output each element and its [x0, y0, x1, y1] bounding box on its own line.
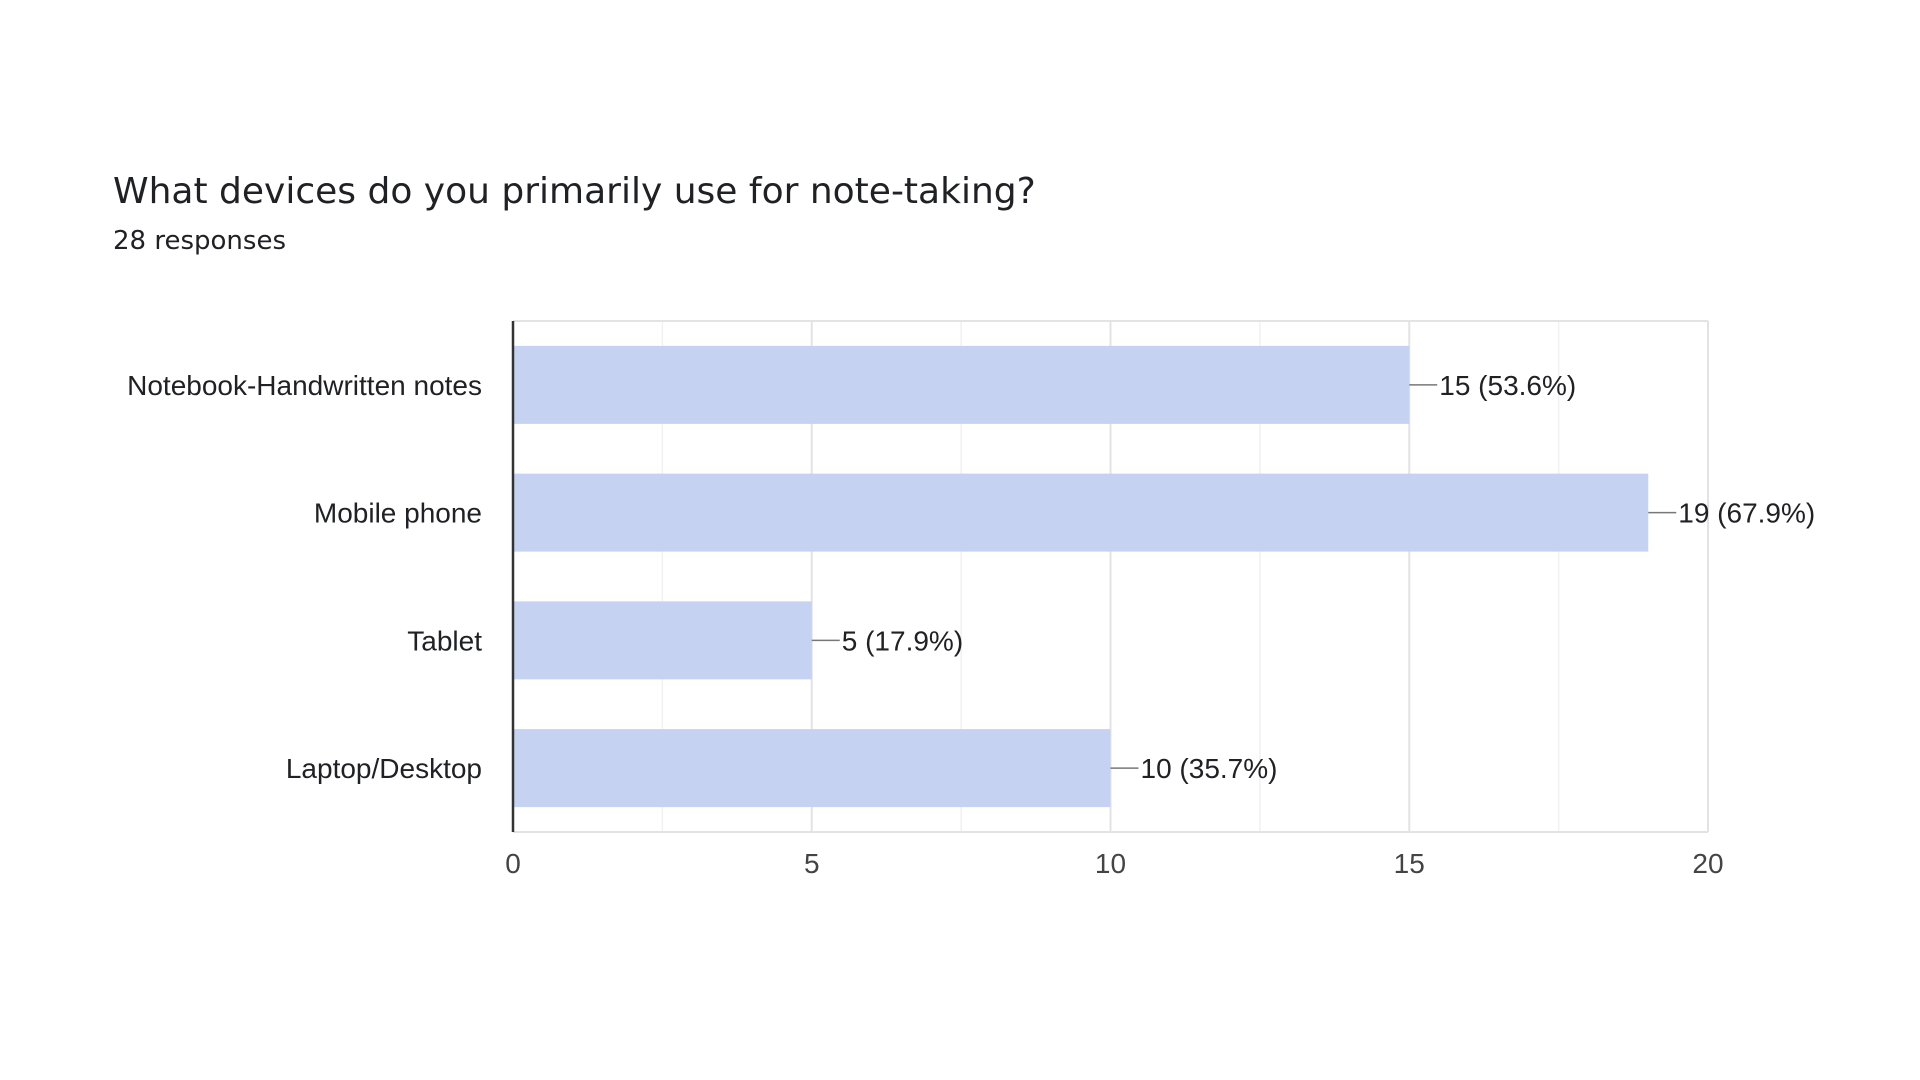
bar	[513, 729, 1111, 808]
category-label: Laptop/Desktop	[286, 753, 482, 784]
category-label: Notebook-Handwritten notes	[127, 370, 482, 401]
x-tick-label: 10	[1095, 848, 1126, 879]
data-label: 19 (67.9%)	[1678, 498, 1815, 529]
x-tick-label: 0	[505, 848, 521, 879]
bar	[513, 473, 1649, 552]
chart-title: What devices do you primarily use for no…	[113, 171, 1036, 212]
data-label: 5 (17.9%)	[842, 625, 963, 656]
category-label: Mobile phone	[314, 498, 482, 529]
chart-header: What devices do you primarily use for no…	[113, 170, 1036, 258]
data-label: 15 (53.6%)	[1439, 370, 1576, 401]
response-count: 28 responses	[113, 226, 286, 256]
category-label: Tablet	[407, 625, 482, 656]
bar	[513, 345, 1410, 424]
bar	[513, 601, 812, 680]
data-label: 10 (35.7%)	[1141, 753, 1278, 784]
x-tick-label: 20	[1692, 848, 1723, 879]
x-tick-label: 5	[804, 848, 820, 879]
x-tick-label: 15	[1394, 848, 1425, 879]
